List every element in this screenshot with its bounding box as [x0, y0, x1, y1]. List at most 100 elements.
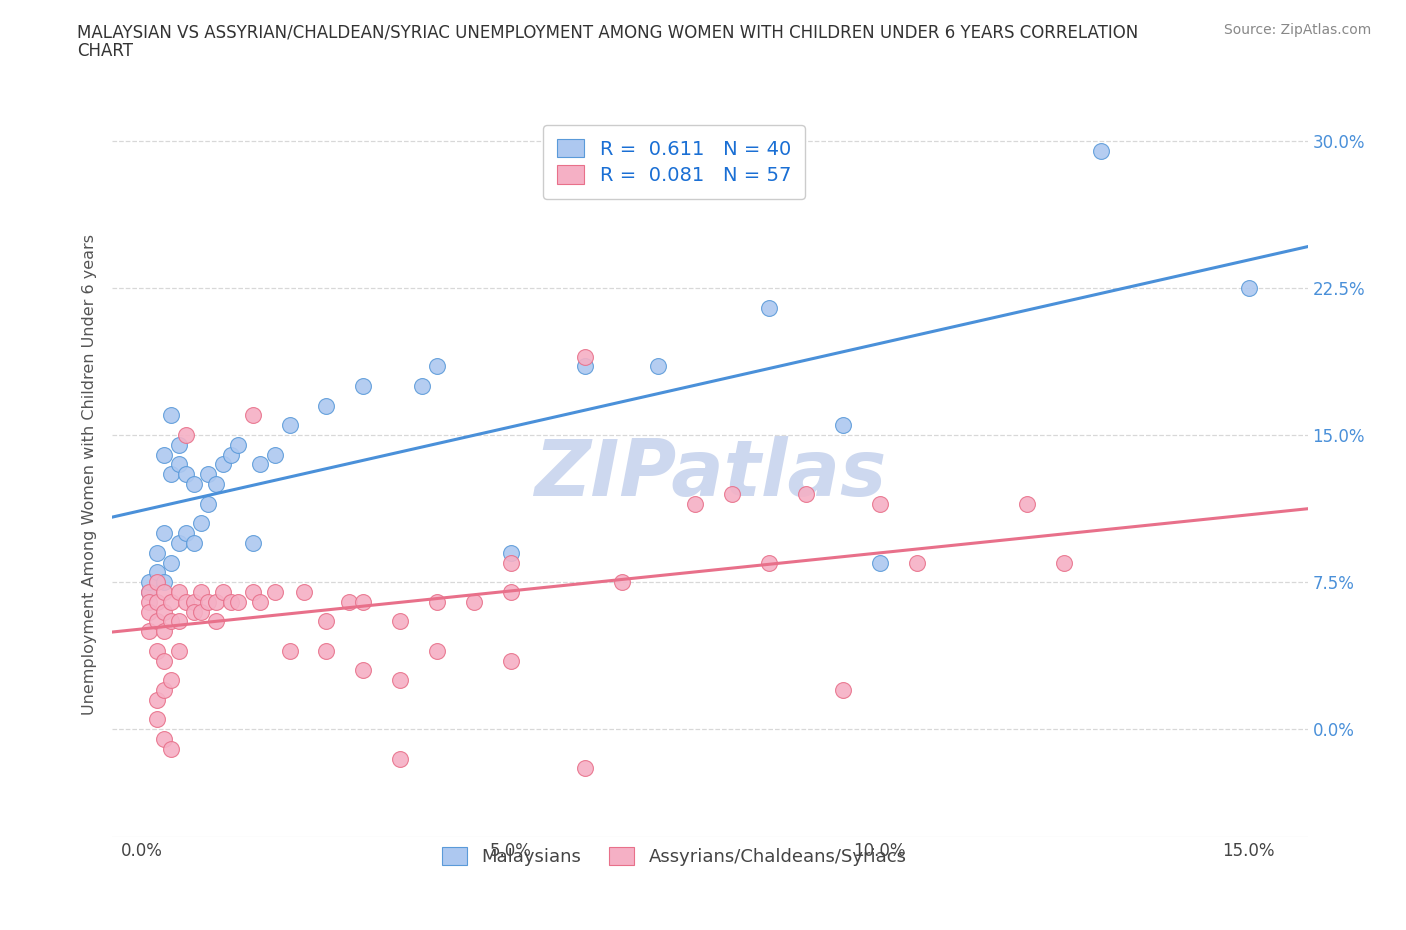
Point — [174, 594, 197, 609]
Point — [1053, 555, 1076, 570]
Point — [352, 663, 374, 678]
Point — [278, 418, 301, 432]
Point — [292, 584, 315, 599]
Point — [138, 604, 160, 619]
Point — [190, 604, 212, 619]
Point — [138, 575, 160, 590]
Point — [499, 584, 522, 599]
Point — [153, 584, 176, 599]
Point — [167, 644, 190, 658]
Point — [145, 692, 167, 707]
Point — [190, 584, 212, 599]
Point — [869, 555, 891, 570]
Point — [183, 604, 205, 619]
Legend: Malaysians, Assyrians/Chaldeans/Syriacs: Malaysians, Assyrians/Chaldeans/Syriacs — [429, 834, 920, 879]
Point — [242, 408, 264, 423]
Point — [499, 555, 522, 570]
Point — [138, 594, 160, 609]
Point — [1237, 281, 1260, 296]
Point — [197, 497, 219, 512]
Point — [197, 467, 219, 482]
Point — [869, 497, 891, 512]
Point — [1090, 143, 1112, 158]
Point — [794, 486, 817, 501]
Point — [160, 614, 183, 629]
Point — [145, 644, 167, 658]
Point — [183, 536, 205, 551]
Point — [160, 467, 183, 482]
Point — [389, 614, 412, 629]
Point — [160, 408, 183, 423]
Point — [263, 447, 285, 462]
Point — [145, 712, 167, 727]
Point — [219, 447, 242, 462]
Point — [197, 594, 219, 609]
Point — [226, 594, 249, 609]
Point — [249, 594, 271, 609]
Point — [204, 614, 226, 629]
Point — [263, 584, 285, 599]
Point — [183, 477, 205, 492]
Point — [174, 428, 197, 443]
Point — [174, 467, 197, 482]
Point — [574, 359, 596, 374]
Point — [219, 594, 242, 609]
Point — [153, 575, 176, 590]
Point — [226, 437, 249, 452]
Point — [242, 584, 264, 599]
Point — [647, 359, 669, 374]
Point — [167, 437, 190, 452]
Point — [183, 594, 205, 609]
Point — [721, 486, 744, 501]
Point — [315, 398, 337, 413]
Point — [315, 644, 337, 658]
Point — [278, 644, 301, 658]
Point — [831, 683, 853, 698]
Point — [212, 457, 235, 472]
Point — [1017, 497, 1039, 512]
Point — [758, 300, 780, 315]
Point — [167, 614, 190, 629]
Point — [315, 614, 337, 629]
Point — [153, 604, 176, 619]
Point — [145, 565, 167, 579]
Point — [153, 447, 176, 462]
Point — [758, 555, 780, 570]
Point — [167, 584, 190, 599]
Point — [337, 594, 360, 609]
Point — [212, 584, 235, 599]
Text: ZIPatlas: ZIPatlas — [534, 436, 886, 512]
Point — [426, 644, 449, 658]
Point — [389, 672, 412, 687]
Point — [138, 584, 160, 599]
Point — [249, 457, 271, 472]
Point — [242, 536, 264, 551]
Point — [160, 555, 183, 570]
Text: CHART: CHART — [77, 42, 134, 60]
Point — [499, 545, 522, 560]
Text: Source: ZipAtlas.com: Source: ZipAtlas.com — [1223, 23, 1371, 37]
Point — [145, 594, 167, 609]
Point — [463, 594, 485, 609]
Point — [174, 525, 197, 540]
Point — [138, 584, 160, 599]
Point — [138, 624, 160, 639]
Point — [352, 594, 374, 609]
Y-axis label: Unemployment Among Women with Children Under 6 years: Unemployment Among Women with Children U… — [82, 233, 97, 715]
Point — [831, 418, 853, 432]
Point — [153, 525, 176, 540]
Point — [160, 672, 183, 687]
Point — [145, 614, 167, 629]
Point — [145, 575, 167, 590]
Point — [352, 379, 374, 393]
Point — [190, 516, 212, 531]
Point — [153, 683, 176, 698]
Point — [685, 497, 707, 512]
Point — [153, 653, 176, 668]
Point — [426, 359, 449, 374]
Point — [204, 594, 226, 609]
Point — [411, 379, 433, 393]
Point — [574, 350, 596, 365]
Point — [145, 545, 167, 560]
Point — [389, 751, 412, 766]
